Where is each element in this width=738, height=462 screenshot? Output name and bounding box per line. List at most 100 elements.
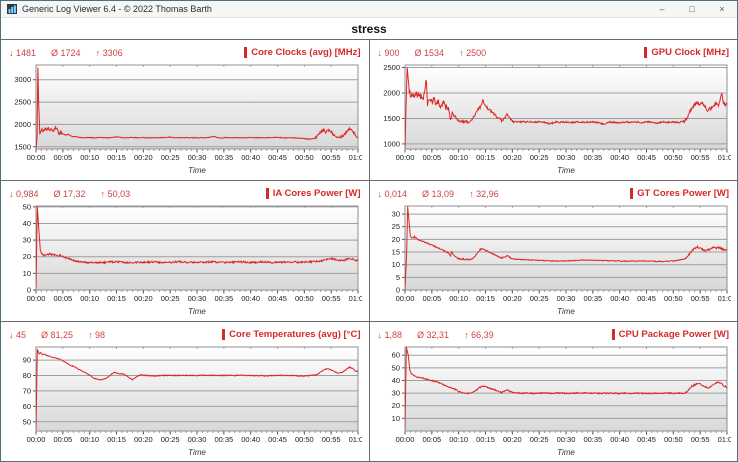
x-tick-label: 00:35 <box>214 153 233 162</box>
x-tick-label: 01:00 <box>717 294 730 303</box>
chart-stats: ↓ 900 Ø 1534 ↑ 2500 <box>378 48 487 58</box>
y-tick-label: 10 <box>391 260 399 269</box>
x-tick-label: 00:05 <box>422 294 441 303</box>
maximize-button[interactable]: □ <box>677 1 707 17</box>
series-color-swatch <box>222 329 226 340</box>
chart-plot: 10 20 30 40 50 60 00:00 00:05 00:10 00:15 00:20 00:… <box>391 346 731 457</box>
chart-title: IA Cores Power [W] <box>272 188 361 199</box>
chart-stats: ↓ 0,014 Ø 13,09 ↑ 32,96 <box>378 189 499 199</box>
x-tick-label: 00:20 <box>134 435 153 444</box>
chart-title: Core Clocks (avg) [MHz] <box>251 47 361 58</box>
plot-border <box>35 64 359 150</box>
y-tick-label: 60 <box>391 351 399 360</box>
x-tick-label: 00:15 <box>476 294 495 303</box>
y-tick-label: 5 <box>395 273 399 282</box>
y-tick-label: 30 <box>391 210 399 219</box>
close-button[interactable]: × <box>707 1 737 17</box>
chart-stats: ↓ 45 Ø 81,25 ↑ 98 <box>9 330 105 340</box>
x-tick-label: 00:00 <box>27 435 46 444</box>
avg-stat: Ø 81,25 <box>41 329 74 340</box>
window-title: Generic Log Viewer 6.4 - © 2022 Thomas B… <box>22 4 212 14</box>
y-tick-label: 1000 <box>383 139 400 148</box>
y-tick-label: 40 <box>23 219 31 228</box>
chart-panel-ia-cores-power: ↓ 0,984 Ø 17,32 ↑ 50,03 IA Cores Power [… <box>1 181 369 321</box>
x-tick-label: 00:15 <box>107 435 126 444</box>
plot-background <box>404 65 727 149</box>
y-tick-label: 50 <box>23 417 31 426</box>
x-tick-label: 00:25 <box>161 153 180 162</box>
chart-header: ↓ 1481 Ø 1724 ↑ 3306 Core Clocks (avg) [… <box>9 44 361 61</box>
data-line <box>404 67 727 149</box>
x-tick-label: 00:30 <box>188 153 207 162</box>
time-axis-label: Time <box>557 166 575 175</box>
x-tick-label: 00:35 <box>583 294 602 303</box>
x-tick-label: 00:25 <box>529 435 548 444</box>
y-tick-label: 50 <box>391 363 399 372</box>
x-tick-label: 00:00 <box>27 153 46 162</box>
x-tick-label: 00:55 <box>690 435 709 444</box>
x-tick-label: 00:55 <box>690 153 709 162</box>
x-tick-label: 00:50 <box>295 435 314 444</box>
x-tick-label: 00:20 <box>502 435 521 444</box>
series-color-swatch <box>630 188 634 199</box>
x-tick-label: 00:10 <box>80 153 99 162</box>
x-tick-label: 00:10 <box>80 435 99 444</box>
chart-grid: ↓ 1481 Ø 1724 ↑ 3306 Core Clocks (avg) [… <box>1 39 737 461</box>
avg-stat: Ø 13,09 <box>422 188 455 199</box>
x-tick-label: 01:00 <box>349 294 362 303</box>
y-tick-label: 20 <box>391 401 399 410</box>
series-color-swatch <box>244 47 248 58</box>
plot-border <box>404 64 727 150</box>
avg-stat: Ø 1724 <box>51 47 81 58</box>
x-tick-label: 00:35 <box>583 435 602 444</box>
chart-plot: 1000 1500 2000 2500 00:00 00:05 00:10 00:15 00:2… <box>383 63 731 175</box>
x-tick-label: 00:20 <box>134 294 153 303</box>
chart-header: ↓ 0,984 Ø 17,32 ↑ 50,03 IA Cores Power [… <box>9 185 361 202</box>
x-tick-label: 00:20 <box>502 294 521 303</box>
min-stat: ↓ 1,88 <box>377 329 403 340</box>
x-tick-label: 00:40 <box>241 435 260 444</box>
plot-background <box>36 206 358 290</box>
y-tick-label: 2500 <box>383 63 400 72</box>
x-tick-label: 00:40 <box>610 294 629 303</box>
chart-title-group: Core Temperatures (avg) [°C] <box>222 329 361 340</box>
avg-stat: Ø 32,31 <box>417 329 450 340</box>
y-tick-label: 2000 <box>14 120 31 129</box>
y-tick-label: 0 <box>395 286 399 295</box>
time-axis-label: Time <box>188 166 206 175</box>
data-line <box>36 349 358 430</box>
chart-title: Core Temperatures (avg) [°C] <box>229 329 361 340</box>
chart-stats: ↓ 1,88 Ø 32,31 ↑ 66,39 <box>378 330 494 340</box>
x-tick-label: 00:25 <box>529 294 548 303</box>
y-tick-label: 1500 <box>383 114 400 123</box>
y-tick-label: 50 <box>23 202 31 211</box>
max-stat: ↑ 98 <box>88 329 106 340</box>
x-tick-label: 00:55 <box>690 294 709 303</box>
x-tick-label: 00:45 <box>268 153 287 162</box>
chart-panel-core-temperatures: ↓ 45 Ø 81,25 ↑ 98 Core Temperatures (avg… <box>1 322 369 461</box>
max-stat: ↑ 50,03 <box>100 188 131 199</box>
x-tick-label: 00:00 <box>27 294 46 303</box>
x-tick-label: 00:15 <box>476 435 495 444</box>
chart-header: ↓ 1,88 Ø 32,31 ↑ 66,39 CPU Package Power… <box>378 326 729 343</box>
time-axis-label: Time <box>557 448 575 457</box>
y-tick-label: 10 <box>391 414 399 423</box>
data-line <box>36 206 358 289</box>
y-tick-label: 80 <box>23 371 31 380</box>
title-bar: Generic Log Viewer 6.4 - © 2022 Thomas B… <box>1 1 737 18</box>
min-stat: ↓ 0,984 <box>9 188 39 199</box>
chart-panel-gt-cores-power: ↓ 0,014 Ø 13,09 ↑ 32,96 GT Cores Power [… <box>369 181 737 321</box>
min-stat: ↓ 45 <box>9 329 27 340</box>
chart-plot: 1500 2000 2500 3000 00:00 00:05 00:10 00:15 00:2… <box>14 64 362 175</box>
y-tick-label: 70 <box>23 386 31 395</box>
x-tick-label: 00:05 <box>422 153 441 162</box>
x-tick-label: 00:20 <box>502 153 521 162</box>
chart-panel-gpu-clock: ↓ 900 Ø 1534 ↑ 2500 GPU Clock [MHz] 1000… <box>369 40 737 180</box>
x-tick-label: 00:50 <box>295 294 314 303</box>
x-tick-label: 00:05 <box>53 153 72 162</box>
x-tick-label: 00:05 <box>53 294 72 303</box>
y-tick-label: 15 <box>391 248 399 257</box>
y-tick-label: 3000 <box>14 75 31 84</box>
minimize-button[interactable]: – <box>647 1 677 17</box>
data-line <box>404 206 727 290</box>
